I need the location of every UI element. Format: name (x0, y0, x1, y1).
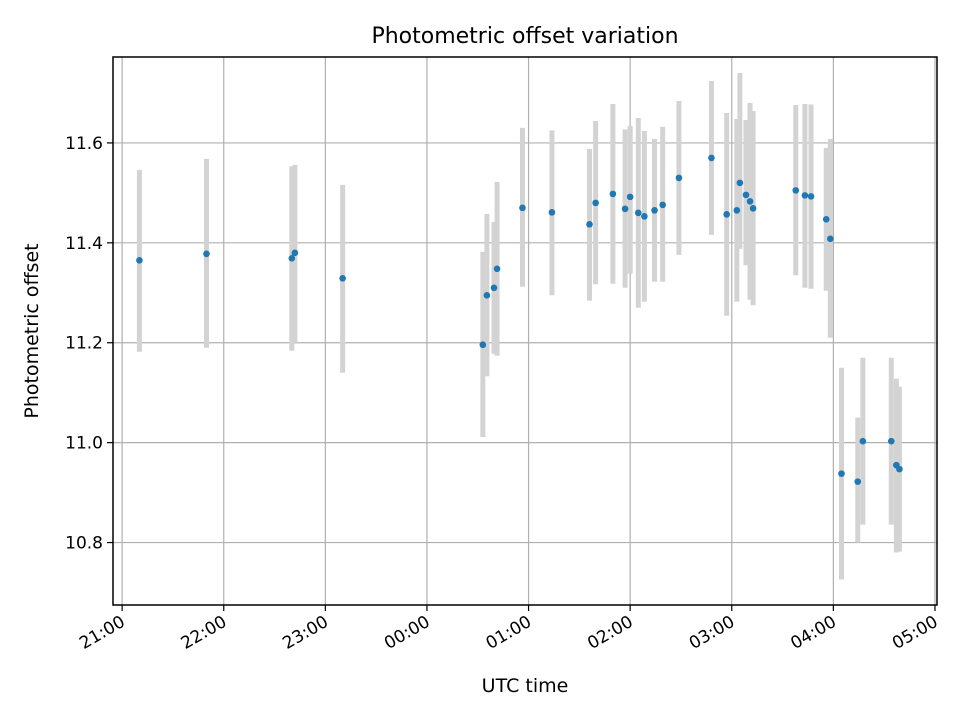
x-tick-label: 02:00 (584, 612, 636, 654)
data-point (887, 437, 895, 445)
data-point (746, 198, 754, 205)
data-point (827, 235, 834, 243)
x-tick-label: 00:00 (381, 612, 433, 654)
data-point (651, 207, 658, 214)
x-tick-label: 03:00 (686, 612, 738, 654)
y-tick-label: 11.0 (65, 434, 103, 454)
data-point (634, 209, 642, 217)
y-tick-label: 11.6 (65, 134, 103, 154)
data-point (339, 274, 346, 282)
data-point (822, 216, 830, 223)
data-point (859, 437, 867, 445)
plot-frame (112, 56, 938, 606)
data-point (288, 255, 296, 262)
data-point (136, 257, 143, 264)
data-point (736, 179, 744, 187)
y-axis: 10.8 11.0 11.2 11.4 11.6 (65, 134, 113, 554)
data-point (291, 249, 299, 257)
data-point (621, 205, 629, 213)
data-point (548, 209, 556, 216)
data-point (609, 190, 617, 198)
data-point (733, 207, 741, 214)
data-point (854, 478, 862, 485)
data-point (483, 291, 491, 299)
data-point (742, 191, 750, 199)
data-point (641, 213, 648, 220)
data-point (490, 284, 498, 292)
data-point (203, 250, 210, 258)
x-tick-label: 01:00 (483, 612, 535, 654)
data-point (626, 193, 634, 201)
data-point (792, 187, 800, 194)
data-point (586, 221, 593, 228)
x-axis-label: UTC time (482, 675, 569, 697)
data-point (493, 265, 501, 273)
y-tick-label: 11.2 (65, 334, 103, 354)
y-tick-label: 11.4 (65, 234, 103, 254)
data-point (519, 204, 526, 212)
data-point (723, 211, 730, 218)
x-tick-label: 22:00 (178, 612, 230, 654)
chart-title: Photometric offset variation (371, 24, 678, 49)
x-tick-label: 21:00 (76, 612, 128, 654)
x-tick-label: 04:00 (787, 612, 839, 654)
data-point (592, 199, 599, 207)
data-point (749, 205, 757, 212)
data-point (801, 192, 809, 199)
data-points (136, 154, 903, 485)
x-tick-label: 05:00 (889, 612, 941, 654)
x-tick-label: 23:00 (279, 612, 331, 654)
data-point (675, 174, 683, 182)
y-tick-label: 10.8 (65, 534, 103, 554)
y-axis-label: Photometric offset (21, 243, 43, 418)
x-axis: 21:00 22:00 23:00 00:00 01:00 02:00 03:00 04:00… (76, 605, 941, 654)
data-point (838, 470, 845, 477)
data-point (659, 201, 666, 209)
data-point (807, 193, 815, 200)
data-point (896, 465, 903, 473)
data-point (708, 154, 715, 162)
error-bars (136, 72, 902, 580)
data-point (479, 341, 487, 349)
